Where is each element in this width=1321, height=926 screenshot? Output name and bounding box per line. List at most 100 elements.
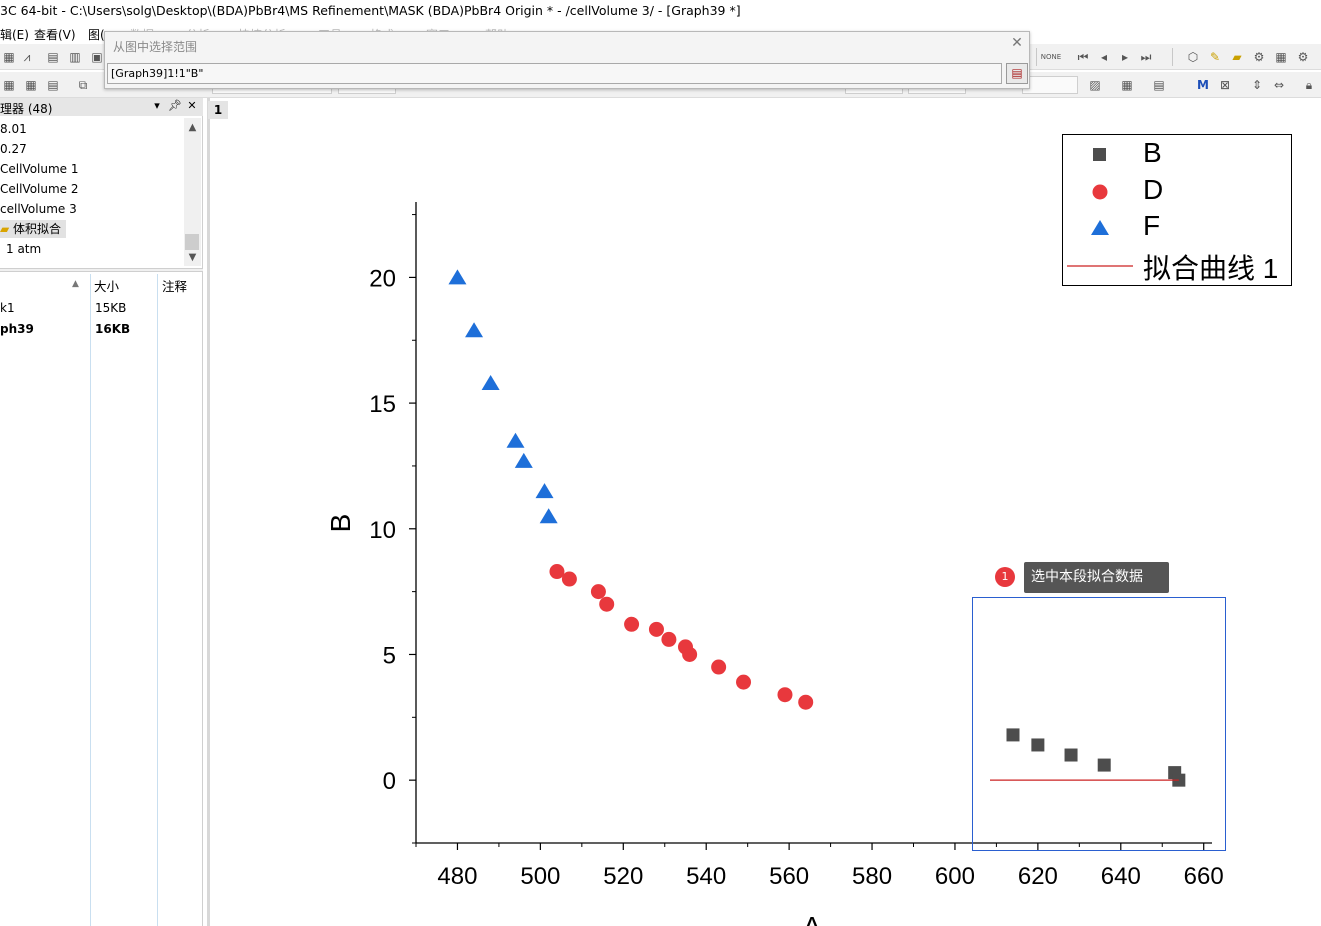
- range-input[interactable]: [Graph39]1!1"B": [107, 63, 1002, 84]
- layer-tab[interactable]: 1: [208, 101, 228, 119]
- tree-item-volume-fit[interactable]: ▰ 体积拟合: [0, 220, 66, 238]
- expand-dialog-button[interactable]: ▤: [1006, 63, 1028, 84]
- tooltip: 选中本段拟合数据: [1024, 562, 1169, 593]
- legend-circle-marker: [1092, 184, 1108, 200]
- tree-item[interactable]: 1 atm: [6, 242, 42, 256]
- x-tick-label: 560: [769, 863, 809, 890]
- title-bar: 3C 64-bit - C:\Users\solg\Desktop\(BDA)P…: [0, 0, 1321, 22]
- restore-dialog-icon: ▤: [1011, 66, 1023, 80]
- data-point-triangle: [448, 269, 467, 285]
- unmerge-icon[interactable]: ⊠: [1219, 78, 1231, 92]
- tree-item[interactable]: CellVolume 2: [0, 182, 79, 196]
- column-header-size[interactable]: 大小: [94, 279, 120, 294]
- grid-icon[interactable]: ▦: [3, 78, 15, 92]
- legend[interactable]: B D F 拟合曲线 1: [1062, 134, 1292, 286]
- y-axis-label: B: [325, 514, 356, 533]
- tree-item[interactable]: CellVolume 1: [0, 162, 79, 176]
- worksheet-icon[interactable]: ▤: [47, 78, 59, 92]
- data-point-triangle: [465, 322, 484, 338]
- legend-label: F: [1143, 210, 1161, 241]
- explorer-header: 理器 (48) ▾ 📌︎ ✕: [0, 98, 203, 116]
- menu-edit[interactable]: 辑(E): [0, 28, 29, 42]
- data-point-circle: [590, 584, 606, 600]
- explorer-title: 理器 (48): [0, 102, 53, 116]
- range-selector-dialog: 从图中选择范围 ✕ [Graph39]1!1"B" ▤: [104, 31, 1030, 89]
- tree-item[interactable]: 0.27: [0, 142, 27, 156]
- tools-icon[interactable]: ⚙: [1297, 50, 1309, 64]
- data-marks[interactable]: [448, 269, 1186, 787]
- tree-item-label: 体积拟合: [13, 222, 62, 236]
- close-icon[interactable]: ✕: [1011, 35, 1023, 51]
- lock-icon[interactable]: 🔒︎: [1305, 78, 1313, 92]
- data-point-square: [1064, 748, 1078, 762]
- sort-icon[interactable]: ▲: [72, 279, 79, 289]
- data-point-circle: [777, 687, 793, 703]
- align-icon[interactable]: ⇕: [1251, 78, 1263, 92]
- x-tick-label: 600: [935, 863, 975, 890]
- object-icon[interactable]: ⬡: [1187, 50, 1199, 64]
- data-point-triangle: [514, 452, 533, 468]
- pin-icon[interactable]: 📌︎: [168, 99, 182, 112]
- tree-item[interactable]: cellVolume 3: [0, 202, 77, 216]
- scroll-down-icon[interactable]: ▼: [188, 252, 197, 263]
- table-icon[interactable]: ▦: [3, 50, 15, 64]
- close-icon[interactable]: ✕: [187, 99, 197, 112]
- grid-icon[interactable]: ▦: [1275, 50, 1287, 64]
- x-axis-label: A: [803, 911, 822, 926]
- file-name[interactable]: ph39: [0, 322, 34, 336]
- new-doc-icon[interactable]: ▤: [47, 50, 59, 64]
- scroll-up-icon[interactable]: ▲: [188, 122, 197, 133]
- data-point-circle: [549, 564, 565, 580]
- file-name[interactable]: k1: [0, 301, 15, 315]
- data-point-triangle: [481, 374, 500, 390]
- x-tick-label: 480: [437, 863, 477, 890]
- copy-icon[interactable]: ⧉: [78, 78, 88, 92]
- notes-icon[interactable]: ▥: [69, 50, 81, 64]
- next-icon[interactable]: ▸: [1121, 50, 1129, 64]
- data-point-circle: [682, 646, 698, 662]
- y-tick-label: 20: [369, 265, 396, 292]
- fit-range-selection[interactable]: [972, 597, 1226, 851]
- file-size: 16KB: [95, 322, 131, 336]
- merge-icon[interactable]: M: [1197, 78, 1209, 92]
- dialog-title: 从图中选择范围: [113, 40, 198, 54]
- data-point-circle: [648, 621, 664, 637]
- y-tick-label: 5: [383, 642, 396, 669]
- legend-label: 拟合曲线 1: [1143, 253, 1279, 284]
- data-point-circle: [798, 694, 814, 710]
- x-tick-label: 580: [852, 863, 892, 890]
- tree-scrollbar[interactable]: [184, 118, 201, 266]
- x-tick-label: 620: [1018, 863, 1058, 890]
- legend-label: D: [1143, 174, 1164, 205]
- pattern-icon[interactable]: ▨: [1089, 78, 1101, 92]
- menu-graph[interactable]: 图(: [88, 28, 105, 42]
- data-point-square: [1031, 738, 1045, 752]
- data-point-triangle: [539, 508, 558, 524]
- distribute-icon[interactable]: ⇔: [1273, 78, 1285, 92]
- data-point-triangle: [506, 432, 525, 448]
- layout-icon[interactable]: ▣: [91, 50, 103, 64]
- tree-item[interactable]: 8.01: [0, 122, 27, 136]
- prev-icon[interactable]: ◂: [1100, 50, 1108, 64]
- gear-icon[interactable]: ⚙: [1253, 50, 1265, 64]
- panel-splitter[interactable]: [0, 268, 203, 272]
- legend-label: B: [1143, 137, 1162, 168]
- y-tick-label: 10: [369, 517, 396, 544]
- data-point-square: [1006, 728, 1020, 742]
- table-format-icon[interactable]: ▤: [1153, 78, 1165, 92]
- scroll-thumb[interactable]: [185, 234, 199, 250]
- file-size: 15KB: [95, 301, 127, 315]
- matrix-icon[interactable]: ▦: [25, 78, 37, 92]
- folder-icon[interactable]: ▰: [1232, 50, 1242, 64]
- chart-icon[interactable]: ⩘: [23, 50, 31, 64]
- legend-triangle-marker: [1091, 220, 1109, 235]
- first-icon[interactable]: ⏮: [1077, 50, 1089, 64]
- border-icon[interactable]: ▦: [1121, 78, 1133, 92]
- dropdown-icon[interactable]: ▾: [154, 99, 160, 112]
- menu-view[interactable]: 查看(V): [34, 28, 76, 42]
- last-icon[interactable]: ⏭: [1140, 50, 1152, 64]
- column-header-comment[interactable]: 注释: [162, 279, 188, 294]
- y-tick-label: 15: [369, 391, 396, 418]
- script-icon[interactable]: ✎: [1209, 50, 1221, 64]
